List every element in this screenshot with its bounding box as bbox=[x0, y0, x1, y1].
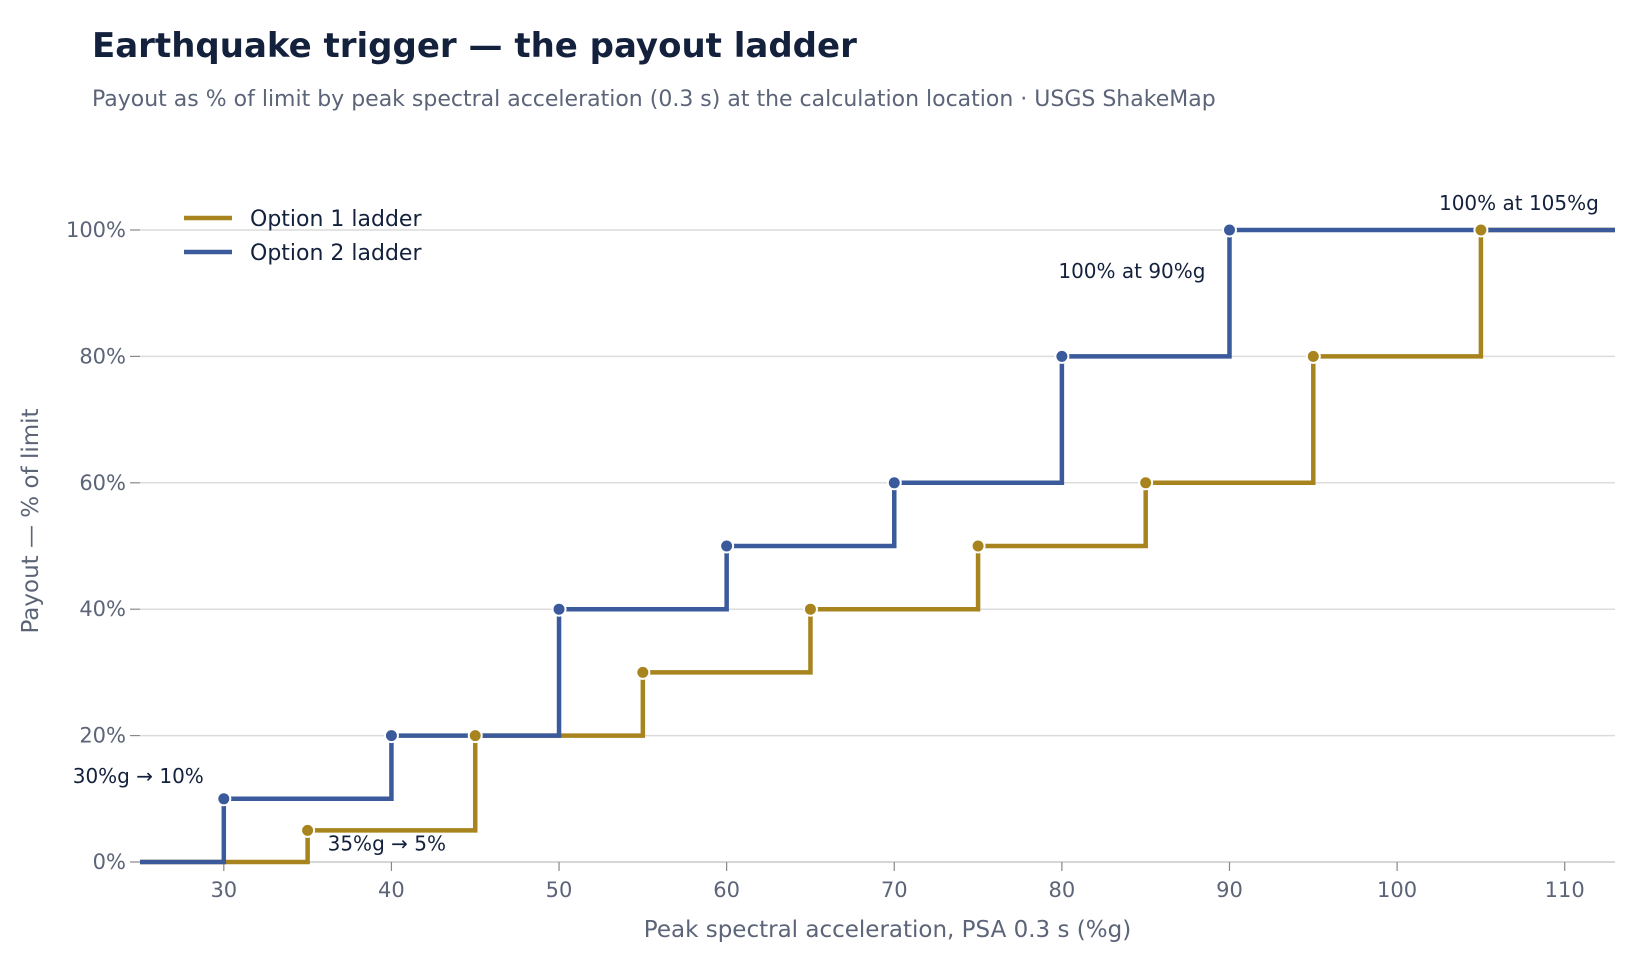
series-1-point bbox=[300, 822, 316, 838]
x-tick-label: 60 bbox=[713, 878, 740, 902]
series-2-point bbox=[216, 791, 232, 807]
series-1-point bbox=[1473, 222, 1489, 238]
y-tick-label: 80% bbox=[79, 344, 126, 368]
y-tick-label: 0% bbox=[93, 850, 126, 874]
series-line-1 bbox=[140, 227, 1615, 865]
y-axis-title: Payout — % of limit bbox=[18, 408, 44, 633]
annotation: 30%g → 10% bbox=[73, 764, 204, 788]
annotation: 100% at 90%g bbox=[1058, 259, 1205, 283]
y-tick-label: 100% bbox=[66, 218, 126, 242]
x-tick-label: 90 bbox=[1216, 878, 1243, 902]
x-tick-label: 100 bbox=[1377, 878, 1417, 902]
chart-title: Earthquake trigger — the payout ladder bbox=[92, 26, 857, 66]
legend: Option 1 ladder Option 2 ladder bbox=[184, 207, 422, 266]
series-1-point bbox=[802, 601, 818, 617]
legend-label: Option 1 ladder bbox=[250, 207, 422, 232]
y-tick-label: 40% bbox=[79, 597, 126, 621]
x-axis-title: Peak spectral acceleration, PSA 0.3 s (%… bbox=[644, 917, 1131, 943]
series-line-2 bbox=[140, 227, 1615, 865]
x-tick-label: 30 bbox=[210, 878, 237, 902]
series-1-point bbox=[1138, 475, 1154, 491]
annotations: 30%g → 10% 35%g → 5% 100% at 90%g 100% at 1… bbox=[73, 191, 1599, 855]
x-tick-label: 110 bbox=[1545, 878, 1585, 902]
series-1-point bbox=[635, 664, 651, 680]
series-2-point bbox=[551, 601, 567, 617]
series-1-point bbox=[1305, 348, 1321, 364]
x-tick-label: 70 bbox=[881, 878, 908, 902]
series-1-point bbox=[467, 728, 483, 744]
series-2-point bbox=[383, 728, 399, 744]
y-tick-label: 60% bbox=[79, 471, 126, 495]
y-tick-label: 20% bbox=[79, 724, 126, 748]
series-2-point bbox=[886, 475, 902, 491]
annotation: 100% at 105%g bbox=[1439, 191, 1599, 215]
legend-label: Option 2 ladder bbox=[250, 241, 422, 266]
series-2-point bbox=[1221, 222, 1237, 238]
x-tick-label: 50 bbox=[546, 878, 573, 902]
x-tick-label: 40 bbox=[378, 878, 405, 902]
series-1-point bbox=[970, 538, 986, 554]
annotation: 35%g → 5% bbox=[328, 831, 446, 855]
series-2-point bbox=[719, 538, 735, 554]
x-tick-label: 80 bbox=[1049, 878, 1076, 902]
series-2-point bbox=[1054, 348, 1070, 364]
axes: 0% 20% 40% 60% 80% 100% 30 40 50 60 70 80 90 100 110 Pe… bbox=[18, 218, 1615, 943]
chart-subtitle: Payout as % of limit by peak spectral ac… bbox=[92, 87, 1216, 112]
series-lines bbox=[140, 222, 1615, 865]
